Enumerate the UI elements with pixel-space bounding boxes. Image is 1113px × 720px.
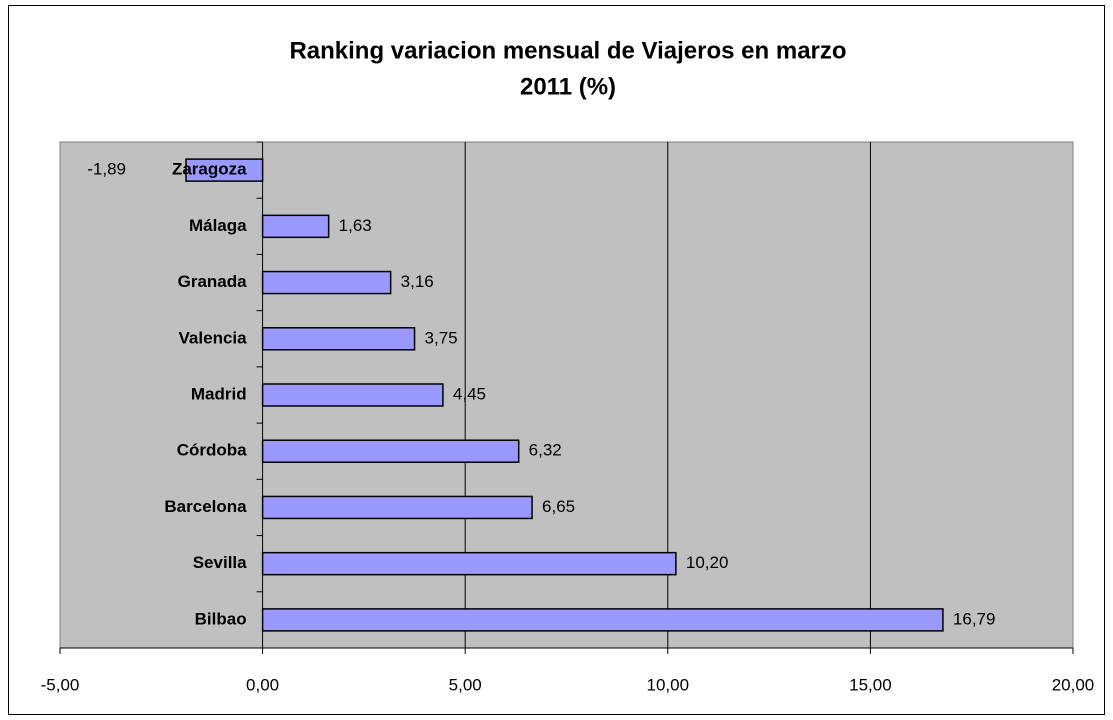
data-label: 3,75 <box>425 328 458 347</box>
x-tick-label: 0,00 <box>246 675 279 694</box>
category-label: Valencia <box>179 328 248 347</box>
data-label: -1,89 <box>87 160 126 179</box>
bar <box>185 158 264 182</box>
bar <box>261 608 944 632</box>
x-tick-label: 5,00 <box>449 675 482 694</box>
data-label: 16,79 <box>953 609 996 628</box>
category-label: Zaragoza <box>172 160 247 179</box>
data-label: 6,65 <box>542 497 575 516</box>
x-tick-label: 20,00 <box>1052 675 1095 694</box>
x-tick-label: 15,00 <box>849 675 892 694</box>
chart-title: 2011 (%) <box>520 73 616 100</box>
category-label: Madrid <box>191 384 247 403</box>
category-label: Barcelona <box>164 497 247 516</box>
data-label: 4,45 <box>453 384 486 403</box>
data-label: 6,32 <box>529 441 562 460</box>
chart-title: Ranking variacion mensual de Viajeros en… <box>289 37 846 64</box>
bar <box>261 214 330 239</box>
bar <box>261 439 520 463</box>
data-label: 1,63 <box>339 216 372 235</box>
x-tick-label: -5,00 <box>41 675 80 694</box>
x-tick-label: 10,00 <box>647 675 690 694</box>
category-label: Granada <box>178 272 248 291</box>
data-label: 3,16 <box>401 272 434 291</box>
bar <box>261 327 416 351</box>
category-label: Bilbao <box>195 609 247 628</box>
bar <box>261 551 677 576</box>
bar <box>261 383 444 407</box>
category-label: Málaga <box>189 216 247 235</box>
bar <box>261 270 392 295</box>
data-label: 10,20 <box>686 553 729 572</box>
category-label: Sevilla <box>193 553 247 572</box>
bar <box>261 495 533 520</box>
category-label: Córdoba <box>177 441 247 460</box>
